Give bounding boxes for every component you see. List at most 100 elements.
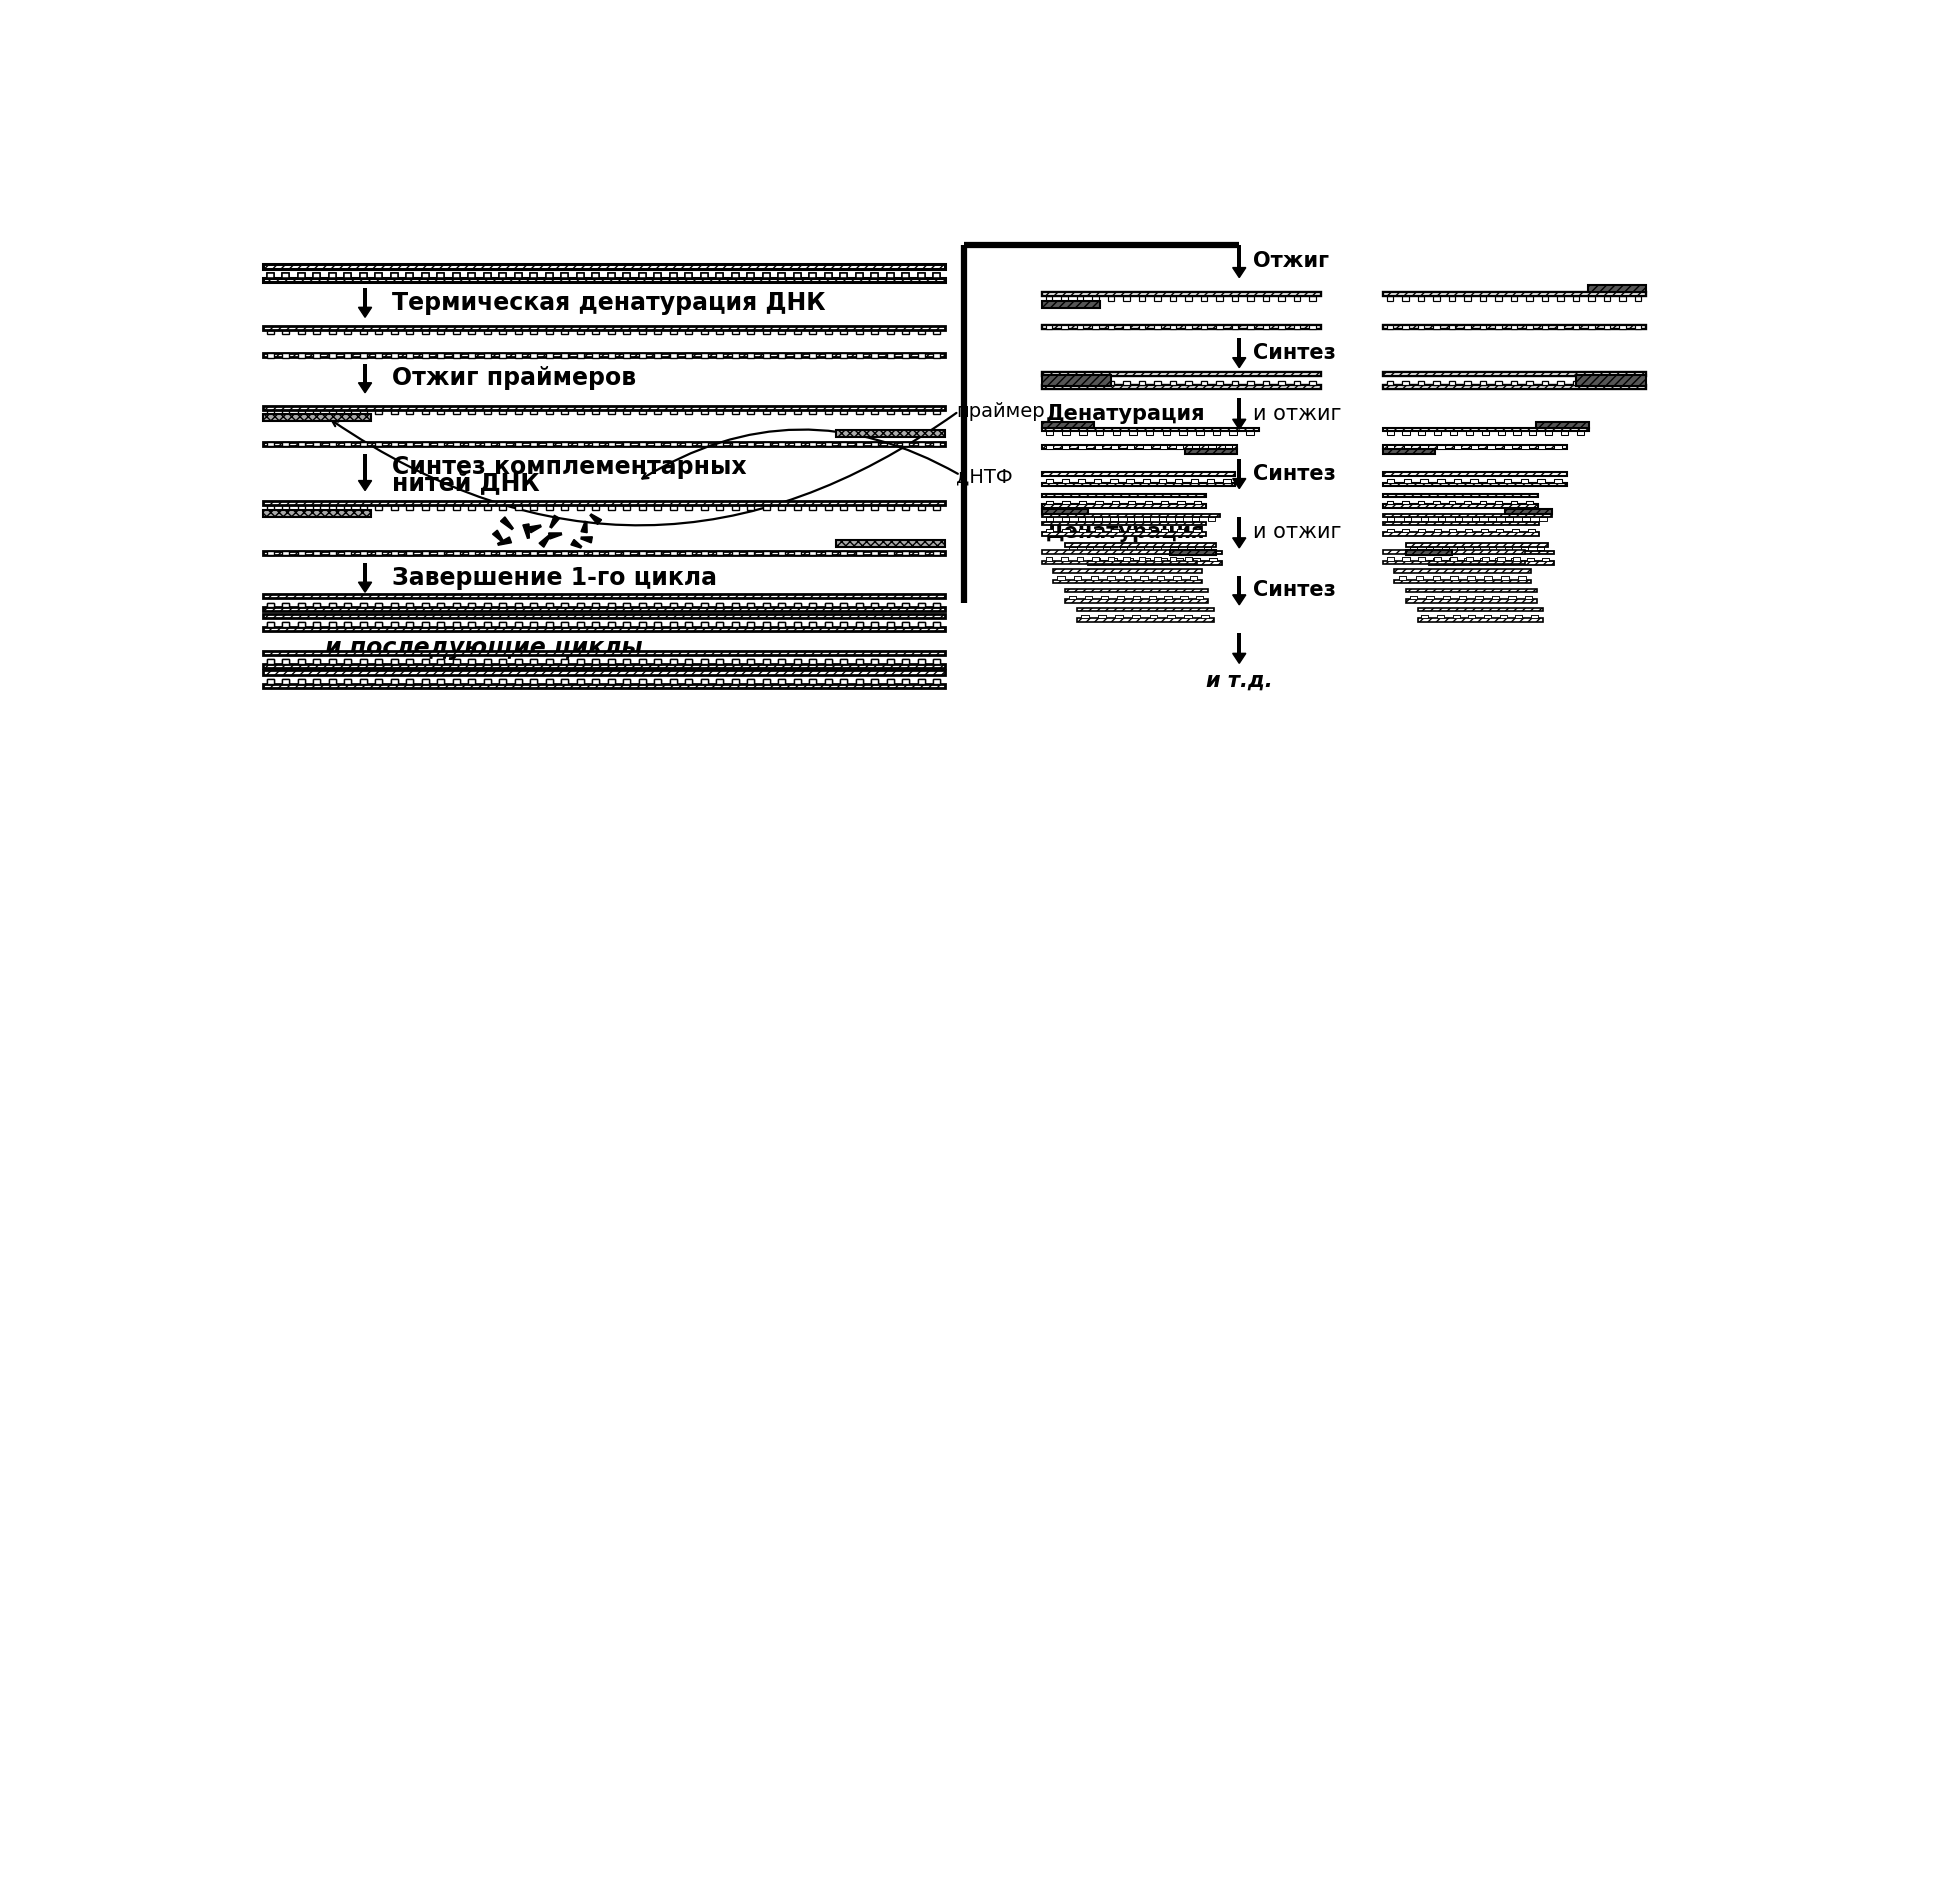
Bar: [1386, 557, 1394, 560]
Bar: [1402, 380, 1410, 386]
Bar: [1108, 380, 1114, 386]
Bar: [1526, 380, 1532, 386]
Bar: [498, 551, 506, 555]
Bar: [530, 331, 537, 334]
Bar: [1558, 380, 1563, 386]
Bar: [407, 551, 413, 555]
Bar: [623, 678, 631, 684]
Text: дНТФ: дНТФ: [956, 467, 1012, 486]
Bar: [1190, 576, 1197, 579]
Bar: [1386, 517, 1394, 521]
Bar: [748, 659, 753, 663]
Bar: [407, 659, 413, 663]
Bar: [1526, 380, 1532, 386]
Bar: [1521, 479, 1528, 483]
Bar: [1505, 517, 1513, 521]
Bar: [1098, 616, 1106, 618]
Bar: [1495, 325, 1501, 329]
Bar: [670, 659, 678, 663]
Bar: [1554, 479, 1561, 483]
Bar: [561, 410, 569, 414]
Bar: [267, 678, 275, 684]
Bar: [1410, 595, 1417, 598]
Polygon shape: [358, 382, 372, 393]
Bar: [1466, 431, 1474, 435]
Bar: [282, 410, 288, 414]
Bar: [498, 274, 506, 277]
Bar: [1476, 595, 1484, 598]
Bar: [1519, 576, 1526, 579]
Text: Синтез: Синтез: [1254, 580, 1336, 600]
Bar: [826, 678, 831, 684]
Bar: [1415, 576, 1423, 579]
Bar: [607, 274, 615, 277]
Bar: [1194, 528, 1201, 532]
Bar: [1482, 431, 1489, 435]
Bar: [483, 623, 491, 627]
Bar: [1125, 559, 1133, 560]
Bar: [576, 623, 584, 627]
Bar: [639, 602, 646, 608]
Bar: [1133, 616, 1141, 618]
Bar: [716, 659, 722, 663]
Text: Денатурация: Денатурация: [1046, 405, 1205, 424]
Bar: [1480, 502, 1486, 504]
Bar: [1452, 616, 1460, 618]
Bar: [839, 441, 847, 446]
Bar: [1203, 547, 1211, 551]
Bar: [530, 659, 537, 663]
Bar: [670, 678, 678, 684]
Bar: [1065, 598, 1209, 602]
Bar: [1046, 557, 1053, 560]
Bar: [1139, 325, 1145, 329]
Bar: [1513, 528, 1519, 532]
Bar: [1127, 502, 1135, 504]
Bar: [1402, 502, 1410, 504]
Bar: [1077, 380, 1083, 386]
Bar: [701, 602, 707, 608]
Bar: [1513, 557, 1521, 560]
Bar: [1079, 528, 1086, 532]
Bar: [1470, 479, 1478, 483]
Bar: [530, 602, 537, 608]
Bar: [794, 678, 800, 684]
Bar: [1484, 616, 1491, 618]
Bar: [1402, 296, 1410, 300]
Bar: [1149, 616, 1157, 618]
Bar: [514, 602, 522, 608]
Bar: [1125, 559, 1133, 560]
Bar: [870, 623, 878, 627]
Bar: [1433, 380, 1441, 386]
Bar: [886, 441, 894, 446]
Bar: [810, 274, 816, 277]
Bar: [329, 331, 335, 334]
Bar: [1511, 380, 1517, 386]
Bar: [1170, 557, 1176, 560]
Bar: [886, 410, 894, 414]
Bar: [826, 623, 831, 627]
Bar: [1458, 595, 1466, 598]
Bar: [514, 551, 522, 555]
Bar: [1454, 445, 1462, 448]
Bar: [701, 410, 707, 414]
Bar: [1092, 559, 1100, 560]
Bar: [1382, 473, 1567, 475]
Bar: [1511, 296, 1517, 300]
Bar: [422, 274, 428, 277]
Bar: [716, 602, 722, 608]
Bar: [1094, 528, 1102, 532]
Bar: [826, 331, 831, 334]
Bar: [576, 602, 584, 608]
Bar: [855, 602, 863, 608]
Bar: [607, 602, 615, 608]
Bar: [1184, 616, 1192, 618]
Bar: [1046, 528, 1053, 532]
Bar: [376, 678, 382, 684]
Bar: [438, 551, 444, 555]
Bar: [1530, 616, 1538, 618]
Bar: [1488, 517, 1495, 521]
Bar: [1497, 528, 1503, 532]
Bar: [917, 353, 925, 357]
Bar: [794, 331, 800, 334]
Bar: [1133, 595, 1139, 598]
